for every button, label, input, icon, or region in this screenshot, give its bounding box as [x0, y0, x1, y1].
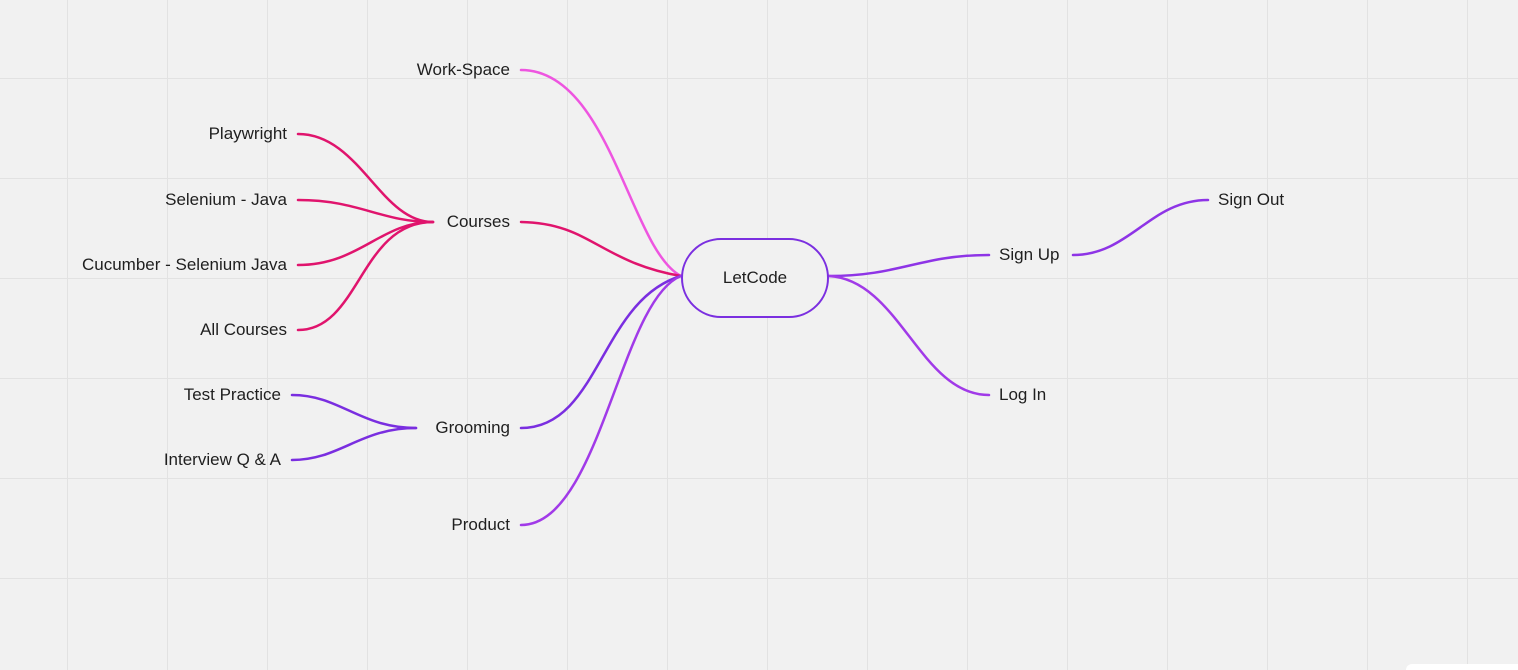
- connector-courses-all-courses: [296, 220, 435, 332]
- connector-grooming-test-practice: [290, 393, 418, 430]
- node-grooming[interactable]: Grooming: [435, 418, 510, 437]
- node-interview-q-a[interactable]: Interview Q & A: [163, 450, 281, 469]
- node-log-in[interactable]: Log In: [999, 385, 1047, 404]
- connector-root-signup: [827, 253, 991, 278]
- connector-root-grooming: [519, 274, 683, 430]
- node-all-courses[interactable]: All Courses: [200, 320, 287, 339]
- connector-grooming-interview: [290, 426, 418, 462]
- node-sign-out[interactable]: Sign Out: [1218, 190, 1285, 209]
- connector-courses-playwright: [296, 132, 435, 224]
- root-node[interactable]: LetCode: [681, 238, 829, 318]
- node-cucumber-selenium-java[interactable]: Cucumber - Selenium Java: [81, 255, 287, 274]
- node-product[interactable]: Product: [451, 515, 510, 534]
- node-courses[interactable]: Courses: [446, 212, 510, 231]
- connector-courses-cucumber: [296, 220, 435, 267]
- connector-root-login: [827, 274, 991, 397]
- connector-root-courses: [519, 220, 683, 278]
- root-node-label: LetCode: [722, 268, 788, 287]
- connector-signup-signout: [1071, 198, 1210, 257]
- node-selenium-java[interactable]: Selenium - Java: [165, 190, 287, 209]
- node-sign-up[interactable]: Sign Up: [999, 245, 1060, 264]
- node-playwright[interactable]: Playwright: [208, 124, 287, 143]
- connector-courses-selenium-java: [296, 198, 435, 224]
- node-test-practice[interactable]: Test Practice: [183, 385, 281, 404]
- corner-toolbar-edge: [1406, 664, 1518, 670]
- connector-root-product: [519, 274, 683, 527]
- node-work-space[interactable]: Work-Space: [416, 60, 510, 79]
- connector-root-workspace: [519, 68, 683, 278]
